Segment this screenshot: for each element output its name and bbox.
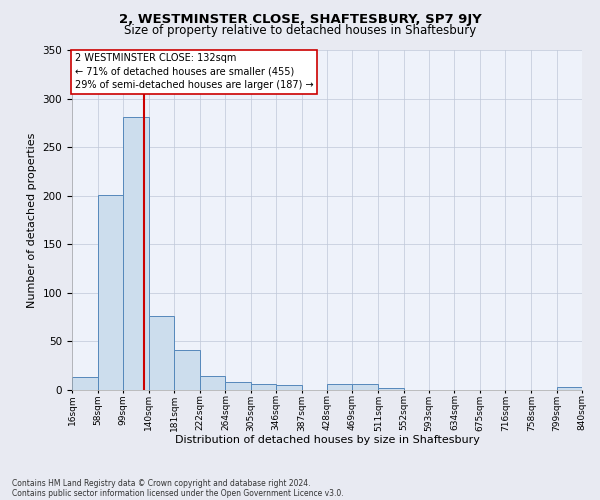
Bar <box>98 194 124 390</box>
Bar <box>72 378 98 390</box>
Bar <box>327 384 352 390</box>
Bar <box>251 384 276 390</box>
Text: 2 WESTMINSTER CLOSE: 132sqm
← 71% of detached houses are smaller (455)
29% of se: 2 WESTMINSTER CLOSE: 132sqm ← 71% of det… <box>74 54 313 90</box>
Bar <box>124 117 149 390</box>
Y-axis label: Number of detached properties: Number of detached properties <box>27 132 37 308</box>
Bar <box>557 387 582 390</box>
Bar <box>174 350 199 390</box>
Text: Contains HM Land Registry data © Crown copyright and database right 2024.
Contai: Contains HM Land Registry data © Crown c… <box>12 479 344 498</box>
Bar <box>149 316 174 390</box>
Bar <box>379 388 404 390</box>
Text: 2, WESTMINSTER CLOSE, SHAFTESBURY, SP7 9JY: 2, WESTMINSTER CLOSE, SHAFTESBURY, SP7 9… <box>119 12 481 26</box>
Bar <box>352 384 379 390</box>
Bar <box>199 376 226 390</box>
Bar <box>276 385 302 390</box>
Bar <box>226 382 251 390</box>
X-axis label: Distribution of detached houses by size in Shaftesbury: Distribution of detached houses by size … <box>175 434 479 444</box>
Text: Size of property relative to detached houses in Shaftesbury: Size of property relative to detached ho… <box>124 24 476 37</box>
